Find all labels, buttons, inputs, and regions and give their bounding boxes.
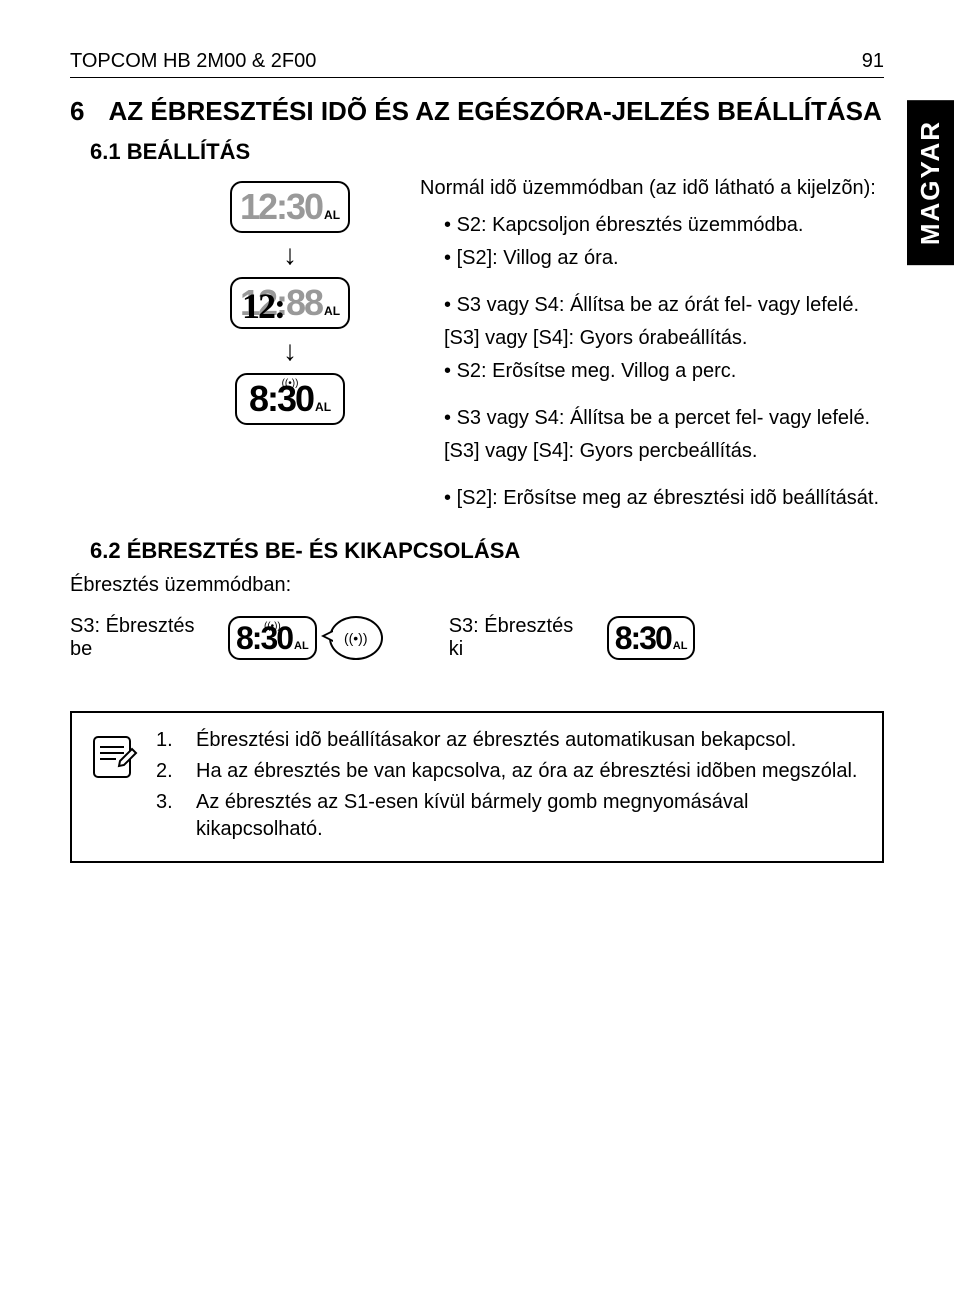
note-list: 1. Ébresztési idõ beállításakor az ébres…: [156, 727, 864, 847]
lcd-overlay-2: 12:: [242, 285, 284, 327]
lcd-al-off: AL: [673, 641, 688, 652]
lcd-display-column: 12:30 AL ↓ 12:88 12: AL ↓ ((•)) 8:30 AL: [190, 175, 390, 518]
note-box: 1. Ébresztési idõ beállításakor az ébres…: [70, 711, 884, 863]
section-title-text: AZ ÉBRESZTÉSI IDÕ ÉS AZ EGÉSZÓRA-JELZÉS …: [108, 96, 881, 127]
bullet-group-1: S2: Kapcsoljon ébresztés üzemmódba. [S2]…: [420, 212, 884, 272]
lcd-al-2: AL: [324, 305, 340, 317]
section-number: 6: [70, 96, 84, 127]
bullet-group-4: [S2]: Erõsítse meg az ébresztési idõ beá…: [420, 485, 884, 512]
lcd-time-1: 12:30: [240, 189, 322, 225]
bullet-sub-item: [S3] vagy [S4]: Gyors órabeállítás.: [458, 325, 884, 352]
bullet-item: S3 vagy S4: Állítsa be az órát fel- vagy…: [458, 292, 884, 319]
lcd-display-3: ((•)) 8:30 AL: [235, 373, 345, 425]
sub62-intro: Ébresztés üzemmódban:: [70, 574, 884, 597]
lcd-al-1: AL: [324, 209, 340, 221]
note-item: 1. Ébresztési idõ beállításakor az ébres…: [156, 727, 864, 754]
language-tab: MAGYAR: [907, 100, 954, 265]
note-number: 3.: [156, 789, 176, 843]
lcd-alarm-off: 8:30 AL: [607, 616, 696, 660]
lcd-display-2: 12:88 12: AL: [230, 277, 350, 329]
note-text: Az ébresztés az S1-esen kívül bármely go…: [196, 789, 864, 843]
page-header: TOPCOM HB 2M00 & 2F00 91: [70, 50, 884, 78]
lcd-display-1: 12:30 AL: [230, 181, 350, 233]
note-item: 3. Az ébresztés az S1-esen kívül bármely…: [156, 789, 864, 843]
subsection-6-1-heading: 6.1 BEÁLLÍTÁS: [90, 139, 884, 165]
header-page-number: 91: [862, 50, 884, 73]
lcd-time-off: 8:30: [615, 622, 671, 654]
section-6-1-row: 12:30 AL ↓ 12:88 12: AL ↓ ((•)) 8:30 AL …: [70, 175, 884, 518]
bullet-sub-item: [S3] vagy [S4]: Gyors percbeállítás.: [458, 438, 884, 465]
bullet-item: S2: Kapcsoljon ébresztés üzemmódba.: [458, 212, 884, 239]
note-text: Ébresztési idõ beállításakor az ébreszté…: [196, 727, 796, 754]
alarm-on-label: S3: Ébresztés be: [70, 615, 210, 661]
bullet-item: S2: Erõsítse meg. Villog a perc.: [458, 358, 884, 385]
note-text: Ha az ébresztés be van kapcsolva, az óra…: [196, 758, 857, 785]
instructions-column: Normál idõ üzemmódban (az idõ látható a …: [420, 175, 884, 518]
bullet-group-3: S3 vagy S4: Állítsa be a percet fel- vag…: [420, 405, 884, 465]
sub61-intro: Normál idõ üzemmódban (az idõ látható a …: [420, 175, 884, 202]
section-6-2-row: S3: Ébresztés be ((•)) 8:30 AL ((•)) S3:…: [70, 615, 884, 661]
note-number: 2.: [156, 758, 176, 785]
arrow-down-icon: ↓: [283, 337, 297, 365]
sound-icon: ((•)): [344, 630, 368, 646]
arrow-down-icon: ↓: [283, 241, 297, 269]
bullet-item: [S2]: Erõsítse meg az ébresztési idõ beá…: [458, 485, 884, 512]
signal-icon: ((•)): [282, 378, 299, 389]
bullet-item: [S2]: Villog az óra.: [458, 245, 884, 272]
note-icon: [86, 731, 138, 847]
subsection-6-2-heading: 6.2 ÉBRESZTÉS BE- ÉS KIKAPCSOLÁSA: [90, 538, 884, 564]
bullet-item: S3 vagy S4: Állítsa be a percet fel- vag…: [458, 405, 884, 432]
lcd-al-on: AL: [294, 641, 309, 652]
lcd-al-3: AL: [315, 401, 331, 413]
sound-bubble-icon: ((•)): [329, 616, 383, 660]
alarm-off-label: S3: Ébresztés ki: [449, 615, 589, 661]
lcd-alarm-on: ((•)) 8:30 AL: [228, 616, 317, 660]
note-item: 2. Ha az ébresztés be van kapcsolva, az …: [156, 758, 864, 785]
note-number: 1.: [156, 727, 176, 754]
bullet-group-2: S3 vagy S4: Állítsa be az órát fel- vagy…: [420, 292, 884, 385]
header-product: TOPCOM HB 2M00 & 2F00: [70, 50, 316, 73]
signal-icon: ((•)): [264, 621, 281, 632]
section-6-title: 6 AZ ÉBRESZTÉSI IDÕ ÉS AZ EGÉSZÓRA-JELZÉ…: [70, 96, 884, 127]
